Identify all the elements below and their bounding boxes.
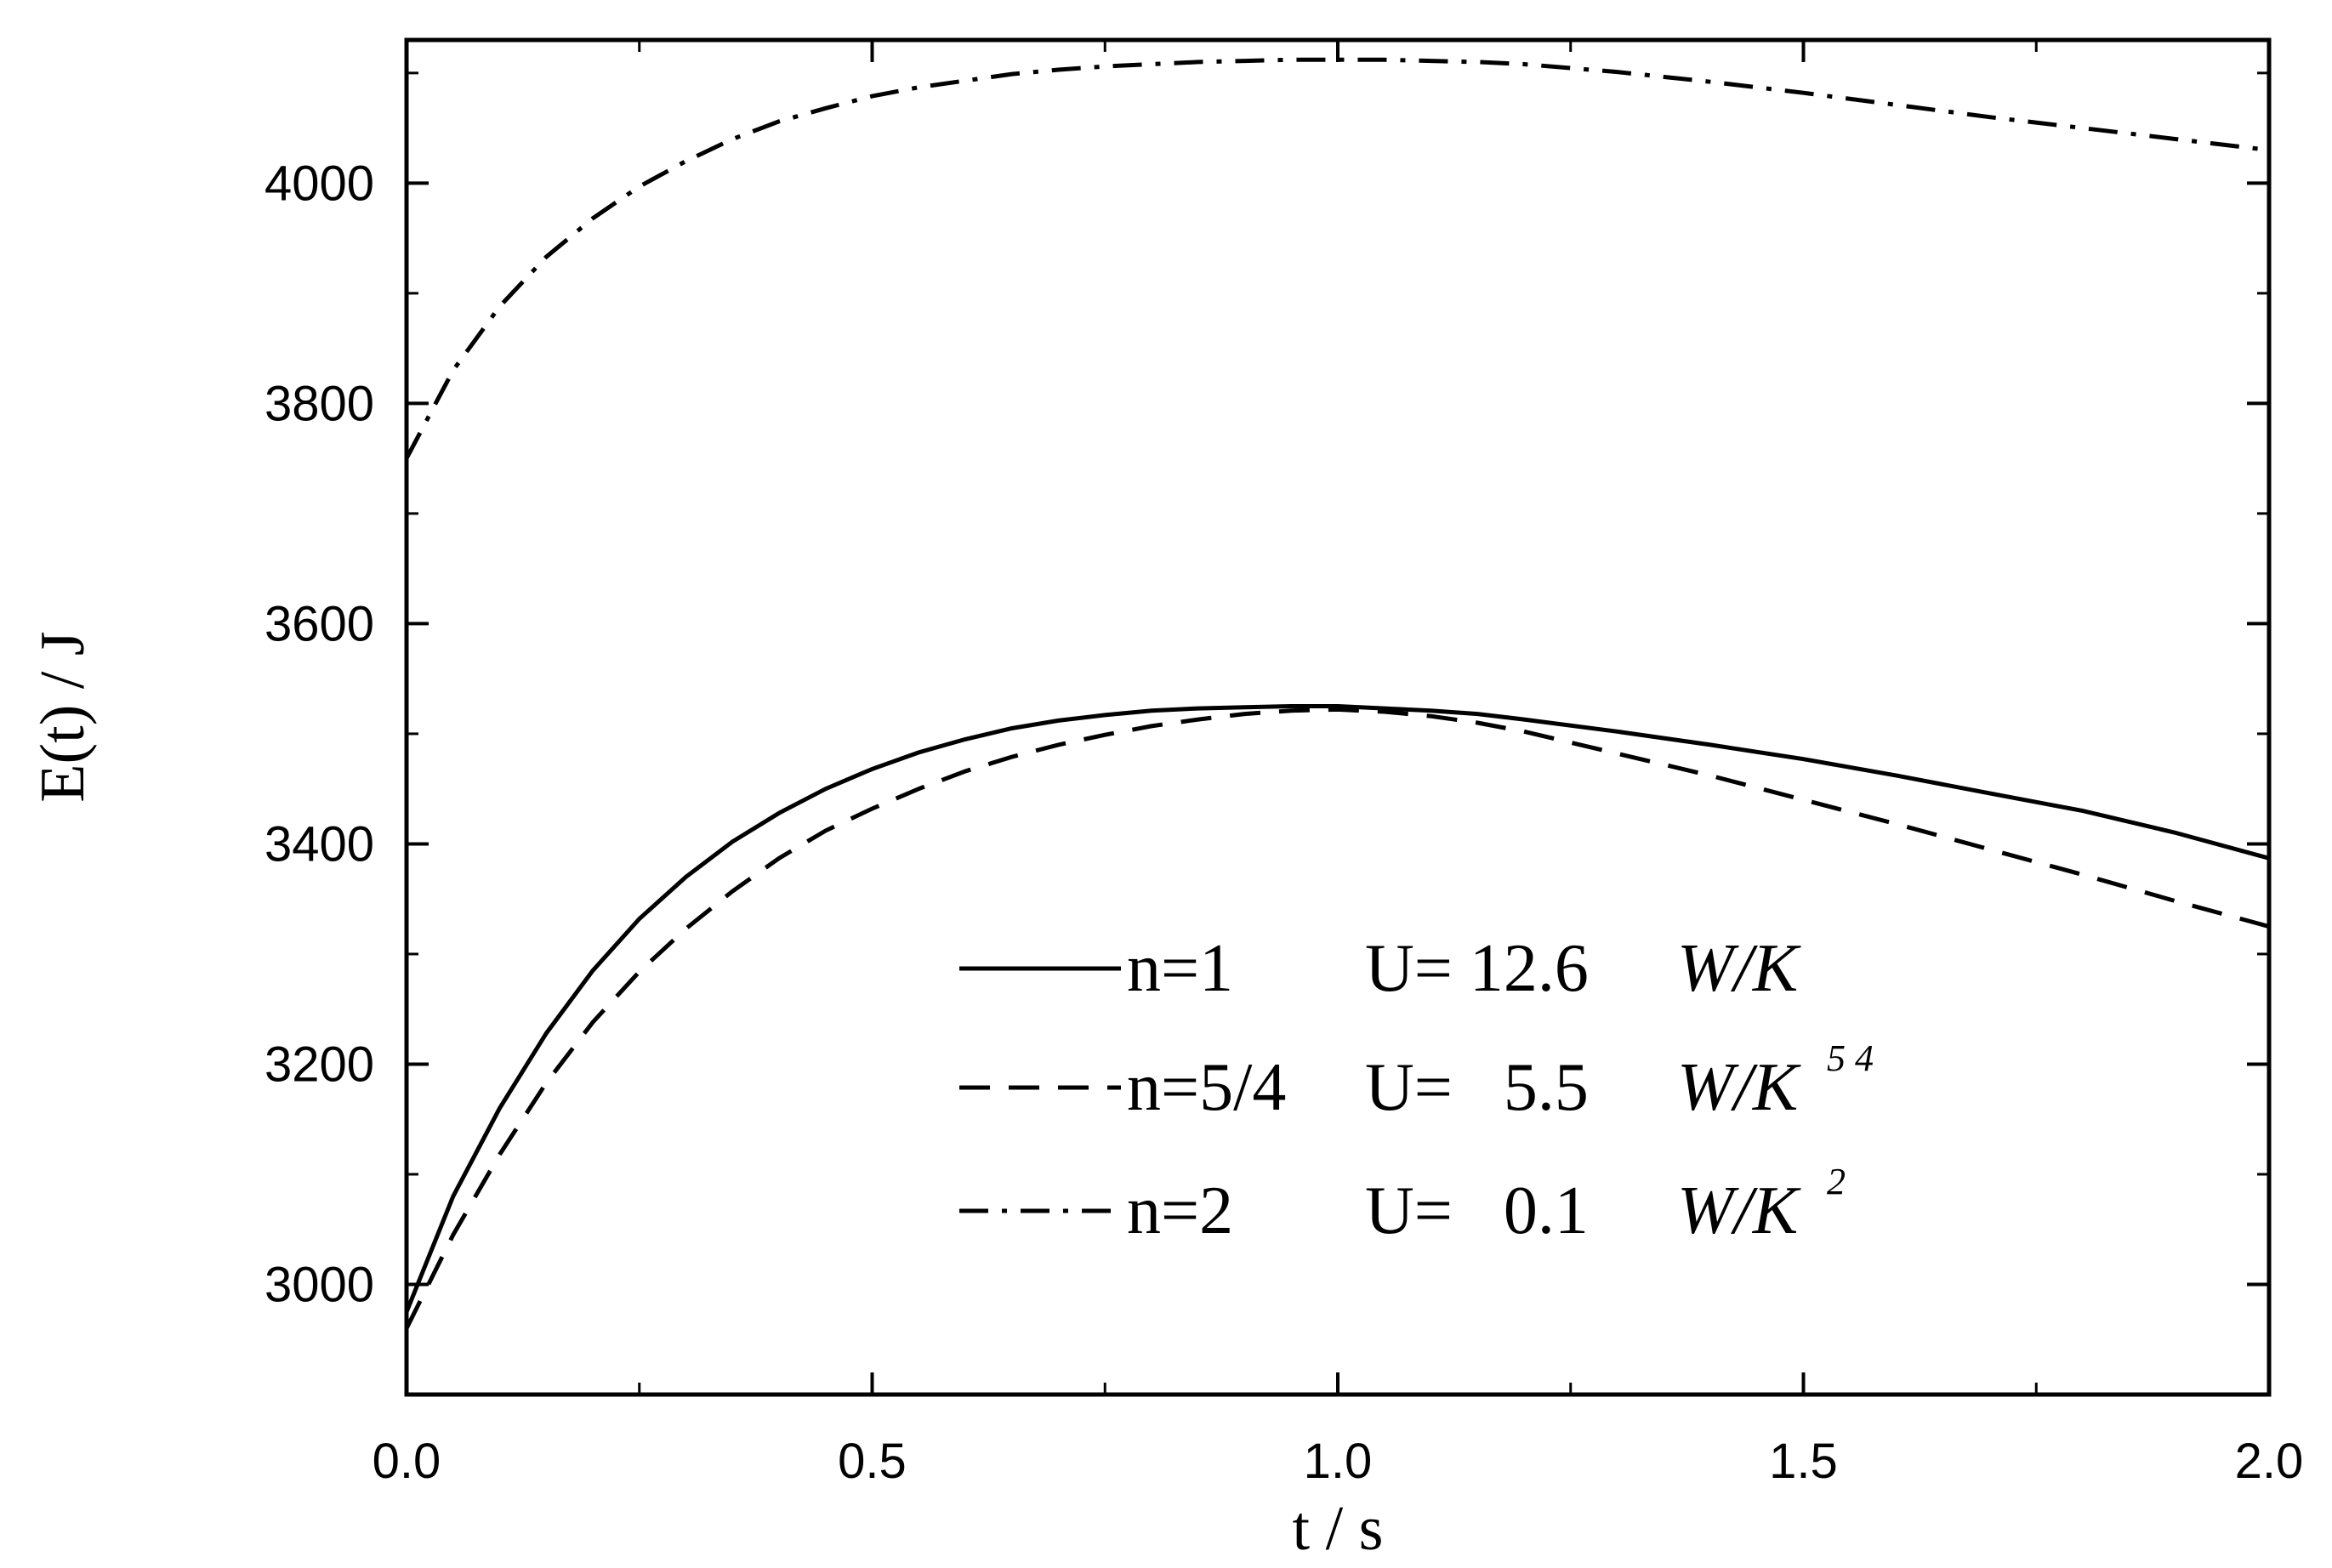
x-axis: 0.0 0.5 1.0 1.5 2.0 (373, 40, 2304, 1489)
y-tick-label: 3800 (264, 376, 374, 431)
series-line-1 (404, 704, 2270, 1313)
y-axis-title: E(t) / J (28, 631, 98, 802)
series-lines (404, 57, 2270, 1330)
y-axis: 3000 3200 3400 3600 3800 4000 (264, 71, 2269, 1396)
legend-value-2: U= 5.5 (1365, 1050, 1589, 1125)
x-tick-label: 0.0 (373, 1434, 441, 1489)
legend-value-3: U= 0.1 (1365, 1173, 1589, 1248)
x-tick-label: 2.0 (2235, 1434, 2304, 1489)
legend-label-1: n=1 (1127, 931, 1233, 1006)
series-line-2 (404, 707, 2270, 1330)
legend-label-3: n=2 (1127, 1173, 1233, 1248)
x-axis-title: t / s (1293, 1494, 1384, 1564)
x-tick-label: 1.5 (1769, 1434, 1838, 1489)
y-tick-label: 3600 (264, 596, 374, 651)
y-tick-label: 4000 (264, 156, 374, 211)
plot-frame (404, 37, 2272, 1397)
y-tick-label: 3000 (264, 1257, 374, 1312)
legend-unit-2: W/K (1677, 1050, 1801, 1125)
legend: n=1 U= 12.6 W/K n=5/4 U= 5.5 W/K 5 4 n=2 U= 0.1 W… (959, 931, 1874, 1248)
y-tick-label: 3200 (264, 1037, 374, 1092)
legend-value-1: U= 12.6 (1365, 931, 1589, 1006)
legend-unit-3: W/K (1677, 1173, 1801, 1248)
x-tick-label: 0.5 (838, 1434, 907, 1489)
x-tick-label: 1.0 (1304, 1434, 1373, 1489)
y-tick-label: 3400 (264, 816, 374, 872)
legend-unit-1: W/K (1677, 931, 1801, 1006)
series-line-3 (404, 57, 2270, 460)
legend-unit-exponent-2: 5 4 (1827, 1037, 1874, 1079)
legend-unit-exponent-3: 2 (1827, 1161, 1846, 1202)
legend-label-2: n=5/4 (1127, 1050, 1286, 1125)
